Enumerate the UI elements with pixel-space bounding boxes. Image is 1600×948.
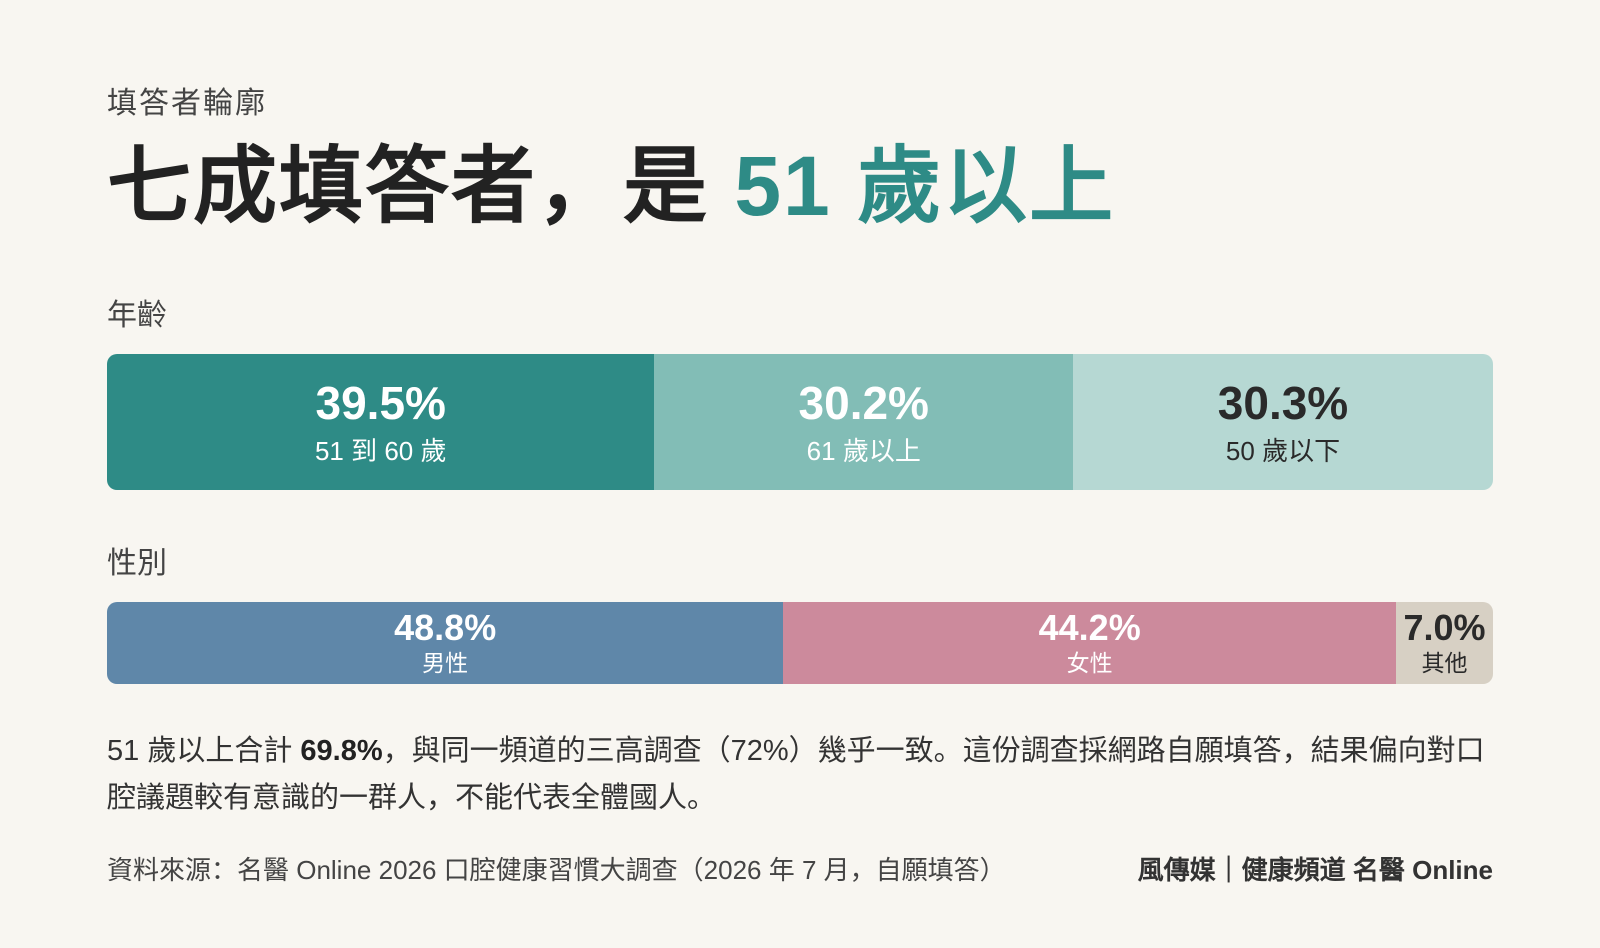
note-suffix: ，與同一頻道的三高調查（72%）幾乎一致。這份調查採網路自願填答，結果偏向對口腔… bbox=[107, 735, 1485, 814]
summary-note: 51 歲以上合計 69.8%，與同一頻道的三高調查（72%）幾乎一致。這份調查採… bbox=[107, 728, 1493, 822]
age-stacked-bar: 39.5% 51 到 60 歲 30.2% 61 歲以上 30.3% 50 歲以下 bbox=[107, 354, 1493, 490]
age-segment: 30.3% 50 歲以下 bbox=[1073, 354, 1493, 490]
gender-category-label: 其他 bbox=[1421, 650, 1468, 676]
gender-segment: 48.8% 男性 bbox=[107, 602, 784, 684]
gender-category-label: 男性 bbox=[422, 650, 469, 676]
infographic: 填答者輪廓 七成填答者，是 51 歲以上 年齡 39.5% 51 到 60 歲 30… bbox=[107, 84, 1493, 887]
gender-value-label: 48.8% bbox=[394, 607, 497, 648]
note-prefix: 51 歲以上合計 bbox=[107, 735, 301, 767]
source-credit: 資料來源：名醫 Online 2026 口腔健康習慣大調查（2026 年 7 月… bbox=[107, 855, 1006, 885]
gender-value-label: 44.2% bbox=[1038, 607, 1141, 648]
age-segment: 30.2% 61 歲以上 bbox=[654, 354, 1074, 490]
gender-section-title: 性別 bbox=[107, 547, 167, 580]
brand-credit: 風傳媒｜健康頻道 名醫 Online bbox=[1137, 855, 1493, 885]
gender-segment: 44.2% 女性 bbox=[783, 602, 1396, 684]
headline: 七成填答者，是 51 歲以上 bbox=[107, 138, 1493, 234]
age-section-title: 年齡 bbox=[107, 299, 167, 332]
age-value-label: 30.2% bbox=[798, 377, 929, 429]
note-highlight: 69.8% bbox=[300, 735, 383, 767]
age-category-label: 50 歲以下 bbox=[1225, 436, 1341, 466]
headline-main: 七成填答者，是 bbox=[107, 139, 735, 233]
gender-category-label: 女性 bbox=[1066, 650, 1113, 676]
headline-accent: 51 歲以上 bbox=[734, 139, 1116, 233]
age-segment: 39.5% 51 到 60 歲 bbox=[107, 354, 655, 490]
age-category-label: 51 到 60 歲 bbox=[314, 436, 447, 466]
age-value-label: 39.5% bbox=[315, 377, 446, 429]
age-category-label: 61 歲以上 bbox=[806, 436, 921, 466]
gender-value-label: 7.0% bbox=[1403, 607, 1486, 648]
gender-segment: 7.0% 其他 bbox=[1395, 602, 1493, 684]
age-value-label: 30.3% bbox=[1217, 377, 1349, 429]
eyebrow-label: 填答者輪廓 bbox=[107, 87, 267, 120]
gender-stacked-bar: 48.8% 男性 44.2% 女性 7.0% 其他 bbox=[107, 602, 1493, 684]
footer: 資料來源：名醫 Online 2026 口腔健康習慣大調查（2026 年 7 月… bbox=[107, 850, 1493, 887]
